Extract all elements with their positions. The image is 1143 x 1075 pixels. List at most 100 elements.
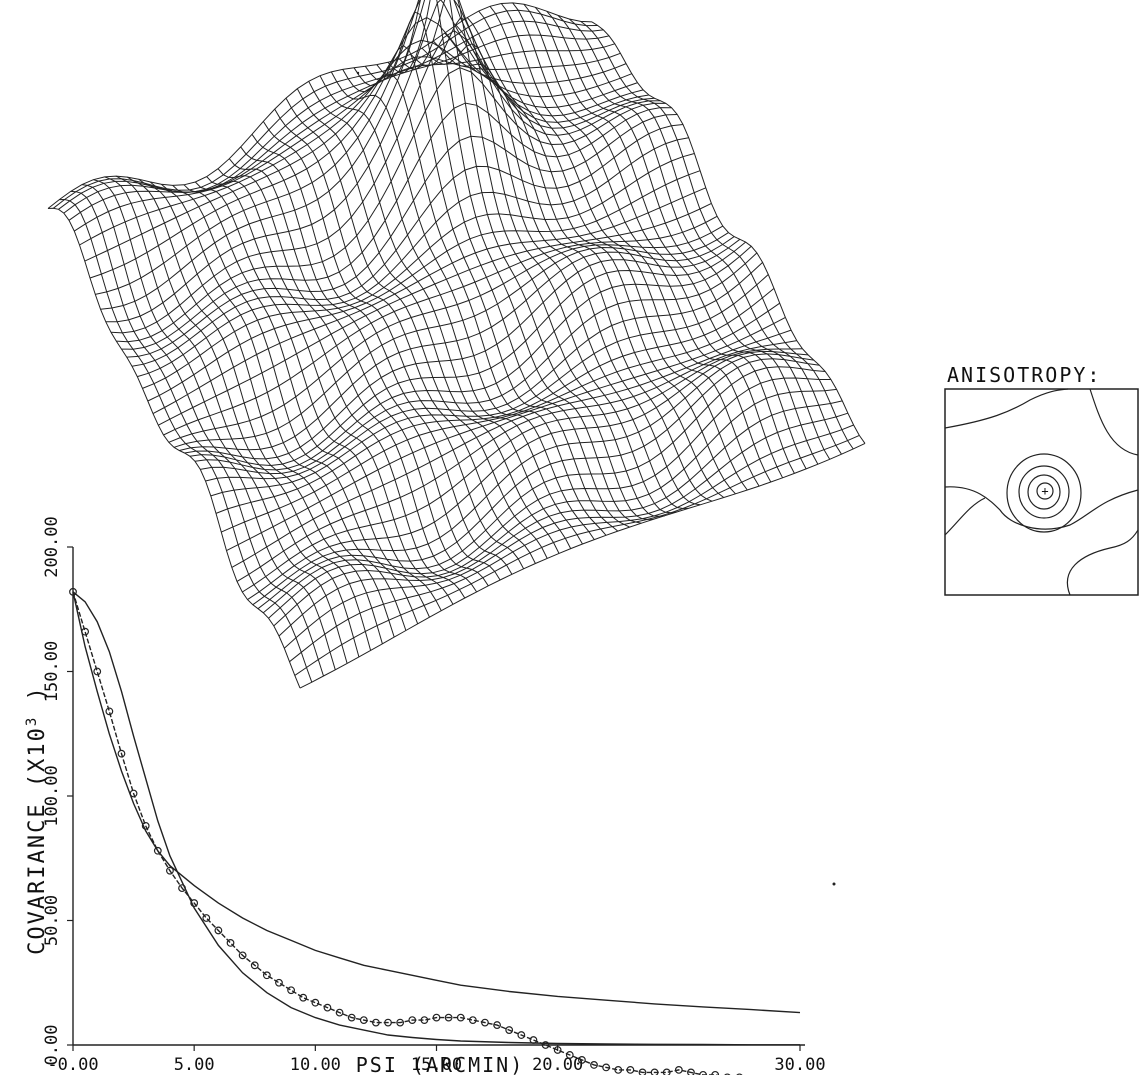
contour-line <box>944 388 1069 429</box>
y-axis-label-exponent: 3 <box>24 716 40 726</box>
data-point <box>541 1041 550 1049</box>
series-line-2 <box>72 591 801 1014</box>
contour-line <box>1089 388 1139 456</box>
mesh-line <box>52 9 598 209</box>
y-tick-label: 100.00 <box>42 765 62 826</box>
mesh-line <box>89 0 638 279</box>
data-point <box>481 1018 489 1027</box>
data-point <box>650 1068 659 1075</box>
mesh-line <box>262 366 826 614</box>
series-dashed-line <box>72 591 720 1075</box>
y-tick-label: 200.00 <box>42 516 62 577</box>
mesh-line <box>179 236 735 451</box>
data-point <box>372 1018 380 1027</box>
data-point <box>93 667 102 676</box>
data-point <box>250 961 259 970</box>
anisotropy-inset: ANISOTROPY: + <box>944 363 1139 596</box>
mesh-line <box>68 43 615 221</box>
data-point <box>202 914 211 922</box>
mesh-line <box>294 434 860 676</box>
mesh-line <box>231 329 792 568</box>
data-point <box>311 998 320 1007</box>
data-point <box>275 978 283 987</box>
mesh-line <box>58 20 604 210</box>
data-point <box>347 1013 356 1022</box>
data-point <box>736 1073 743 1075</box>
mesh-line <box>189 241 746 467</box>
mesh-line <box>217 168 478 593</box>
data-point <box>456 1013 465 1022</box>
contour-ring <box>1036 482 1054 500</box>
data-point <box>505 1026 514 1034</box>
data-point <box>638 1068 647 1075</box>
mesh-line <box>84 17 632 262</box>
mesh-line <box>257 358 820 610</box>
mesh-line <box>163 215 718 436</box>
mesh-line <box>183 184 442 611</box>
contour-line <box>944 486 1139 530</box>
contour-ring <box>1018 465 1070 519</box>
data-point <box>444 1013 453 1022</box>
mesh-line <box>149 181 407 631</box>
contour-lines: + <box>944 388 1139 596</box>
x-tick-label: 30.00 <box>774 1055 825 1075</box>
data-point <box>323 1003 332 1012</box>
mesh-line <box>126 114 678 358</box>
mesh-line <box>121 102 672 350</box>
contour-ring <box>1006 453 1082 533</box>
mesh-line <box>289 424 854 663</box>
mesh-line <box>47 207 301 689</box>
data-point <box>674 1065 683 1074</box>
x-tick-label: 15.00 <box>411 1055 462 1075</box>
mesh-line <box>410 17 677 514</box>
mesh-line <box>226 316 786 552</box>
y-ticks: 0.00 50.00 100.00 150.00 200.00 <box>42 516 73 1065</box>
y-axis-label: COVARIANCE (X103 ) <box>24 685 50 955</box>
data-point <box>396 1018 405 1027</box>
data-point <box>565 1051 574 1059</box>
data-point <box>287 986 296 995</box>
mesh-line <box>200 252 758 475</box>
stray-dot <box>356 71 360 75</box>
data-point <box>166 866 174 875</box>
data-point <box>420 1016 429 1024</box>
mesh-line <box>95 0 644 295</box>
mesh-line <box>546 10 819 465</box>
y-tick-label: 50.00 <box>42 895 62 946</box>
mesh-line <box>580 21 854 450</box>
data-point <box>69 587 77 596</box>
surface-wireframe <box>47 0 866 689</box>
mesh-line <box>74 52 621 232</box>
x-tick-label: 5.00 <box>174 1055 215 1075</box>
x-tick-label: 10.00 <box>290 1055 341 1075</box>
mesh-line <box>242 348 803 593</box>
mesh-line <box>268 377 831 619</box>
mesh-line <box>59 198 313 683</box>
center-marker: + <box>1041 484 1048 498</box>
data-point <box>105 707 114 716</box>
anisotropy-frame <box>944 388 1139 596</box>
contour-line <box>1066 529 1139 596</box>
mesh-line <box>79 39 627 246</box>
x-tick-label: 20.00 <box>532 1055 583 1075</box>
data-point <box>553 1046 562 1054</box>
mesh-line <box>184 238 741 460</box>
mesh-line <box>116 67 666 343</box>
mesh-line <box>47 2 593 209</box>
mesh-line <box>278 400 843 637</box>
y-tick-label: 150.00 <box>42 641 62 702</box>
mesh-line <box>283 412 849 649</box>
covariance-chart: -0.00 5.00 10.00 15.00 20.00 30.00 0.00 50.00 1… <box>24 516 826 1075</box>
mesh-line <box>194 245 752 471</box>
data-point <box>117 749 126 758</box>
anisotropy-title: ANISOTROPY: <box>947 363 1101 387</box>
data-point <box>214 926 223 935</box>
mesh-line <box>138 178 395 638</box>
mesh-line <box>168 225 724 443</box>
mesh-line <box>252 353 814 606</box>
data-point <box>384 1018 392 1027</box>
mesh-line <box>215 288 775 514</box>
data-point <box>590 1061 598 1069</box>
mesh-line <box>137 137 689 378</box>
